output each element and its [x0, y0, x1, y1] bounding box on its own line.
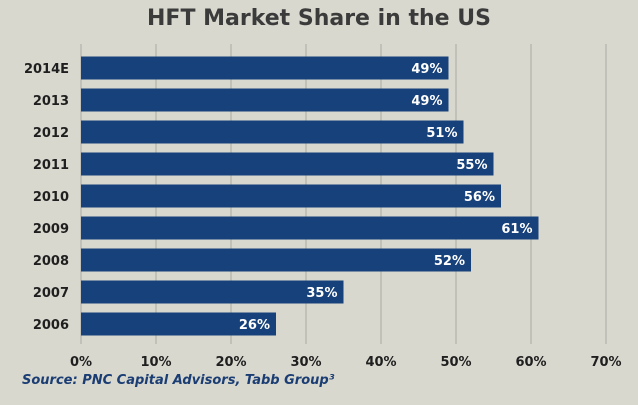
x-tick-label: 50%: [440, 355, 471, 370]
bar: [81, 152, 494, 176]
category-label: 2011: [33, 158, 69, 173]
chart-title: HFT Market Share in the US: [147, 6, 491, 31]
category-label: 2013: [33, 94, 69, 109]
bars: [81, 56, 539, 336]
bar-value-label: 49%: [411, 94, 442, 109]
bar: [81, 216, 539, 240]
bar-value-label: 49%: [411, 62, 442, 77]
x-tick-label: 10%: [140, 355, 171, 370]
bar: [81, 120, 464, 144]
x-tick-label: 60%: [515, 355, 546, 370]
category-label: 2006: [33, 318, 69, 333]
bar: [81, 56, 449, 80]
bar: [81, 88, 449, 112]
bar-value-label: 26%: [239, 318, 270, 333]
x-tick-label: 20%: [215, 355, 246, 370]
bar: [81, 312, 276, 336]
x-tick-label: 30%: [290, 355, 321, 370]
bar-value-label: 56%: [464, 190, 495, 205]
category-label: 2008: [33, 254, 69, 269]
category-label: 2014E: [24, 62, 69, 77]
bar: [81, 184, 501, 208]
x-tick-label: 40%: [365, 355, 396, 370]
category-label: 2010: [33, 190, 69, 205]
bar: [81, 280, 344, 304]
labels: 0% 10% 20% 30% 40% 50% 60% 70% 49% 2014E 49% 2013 51…: [24, 62, 622, 370]
bar-value-label: 55%: [456, 158, 487, 173]
bar-value-label: 51%: [426, 126, 457, 141]
bar: [81, 248, 471, 272]
bar-value-label: 52%: [434, 254, 465, 269]
category-label: 2009: [33, 222, 69, 237]
x-tick-label: 0%: [70, 355, 92, 370]
chart-source: Source: PNC Capital Advisors, Tabb Group…: [22, 373, 335, 388]
bar-value-label: 61%: [501, 222, 532, 237]
x-tick-label: 70%: [590, 355, 621, 370]
bar-value-label: 35%: [306, 286, 337, 301]
category-label: 2007: [33, 286, 69, 301]
category-label: 2012: [33, 126, 69, 141]
